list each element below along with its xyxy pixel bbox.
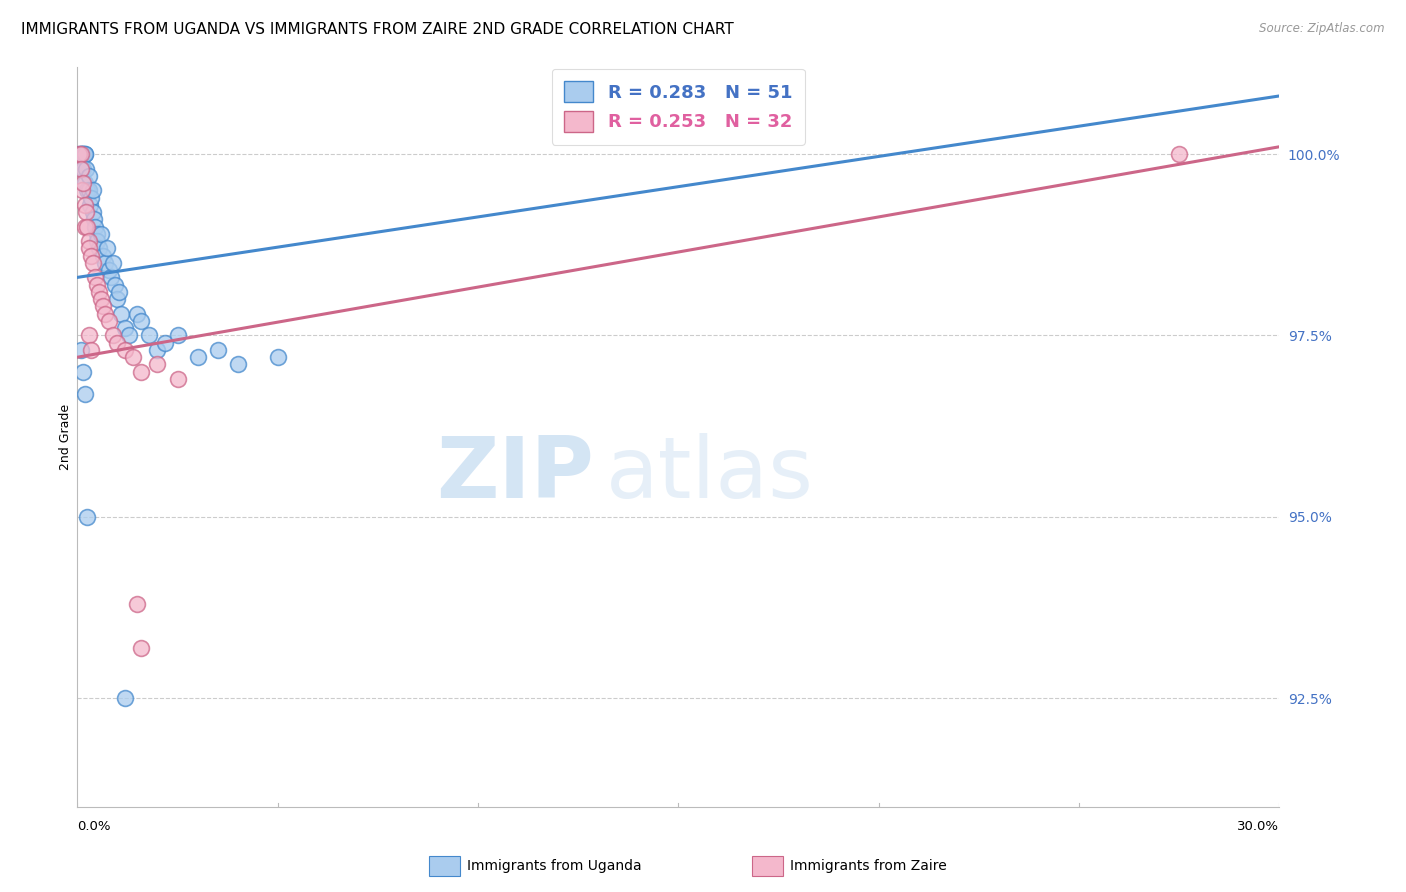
Point	[166, 328, 188, 343]
Text: Immigrants from Zaire: Immigrants from Zaire	[790, 859, 946, 873]
Point	[72, 176, 94, 190]
Text: IMMIGRANTS FROM UGANDA VS IMMIGRANTS FROM ZAIRE 2ND GRADE CORRELATION CHART: IMMIGRANTS FROM UGANDA VS IMMIGRANTS FRO…	[21, 22, 734, 37]
Point	[86, 227, 108, 241]
Point	[80, 343, 103, 357]
Point	[131, 365, 153, 379]
Point	[114, 321, 136, 335]
Point	[107, 292, 129, 306]
Point	[75, 219, 97, 234]
Point	[75, 147, 97, 161]
Point	[127, 597, 149, 611]
Point	[90, 227, 112, 241]
Point	[89, 285, 111, 299]
Point	[86, 277, 108, 292]
Point	[75, 176, 97, 190]
Point	[69, 147, 91, 161]
Point	[131, 640, 153, 655]
Point	[70, 147, 93, 161]
Point	[1168, 147, 1191, 161]
Point	[84, 219, 107, 234]
Text: atlas: atlas	[606, 433, 814, 516]
Point	[98, 263, 121, 277]
Point	[108, 285, 131, 299]
Point	[73, 198, 96, 212]
Point	[207, 343, 229, 357]
Point	[110, 307, 132, 321]
Point	[118, 328, 141, 343]
Point	[79, 241, 101, 255]
Text: ZIP: ZIP	[436, 433, 595, 516]
Point	[84, 270, 107, 285]
Text: 0.0%: 0.0%	[77, 821, 111, 833]
Point	[138, 328, 160, 343]
Point	[70, 161, 93, 176]
Point	[146, 358, 169, 372]
Point	[76, 510, 98, 524]
Point	[70, 147, 93, 161]
Point	[79, 183, 101, 197]
Point	[82, 256, 104, 270]
Y-axis label: 2nd Grade: 2nd Grade	[59, 404, 72, 470]
Point	[127, 307, 149, 321]
Point	[79, 328, 101, 343]
Point	[100, 270, 122, 285]
Point	[83, 212, 105, 227]
Point	[122, 350, 145, 364]
Legend: R = 0.283   N = 51, R = 0.253   N = 32: R = 0.283 N = 51, R = 0.253 N = 32	[551, 69, 806, 145]
Point	[98, 314, 121, 328]
Point	[93, 249, 115, 263]
Point	[114, 343, 136, 357]
Point	[76, 183, 98, 197]
Point	[70, 183, 93, 197]
Point	[94, 256, 117, 270]
Point	[107, 335, 129, 350]
Text: Immigrants from Uganda: Immigrants from Uganda	[467, 859, 641, 873]
Point	[72, 147, 94, 161]
Point	[80, 249, 103, 263]
Point	[103, 328, 125, 343]
Text: 30.0%: 30.0%	[1237, 821, 1279, 833]
Point	[72, 147, 94, 161]
Point	[77, 234, 100, 248]
Text: Source: ZipAtlas.com: Source: ZipAtlas.com	[1260, 22, 1385, 36]
Point	[82, 205, 104, 219]
Point	[155, 335, 177, 350]
Point	[73, 147, 96, 161]
Point	[90, 292, 112, 306]
Point	[166, 372, 188, 386]
Point	[72, 161, 94, 176]
Point	[75, 386, 97, 401]
Point	[103, 256, 125, 270]
Point	[226, 358, 249, 372]
Point	[79, 198, 101, 212]
Point	[80, 190, 103, 204]
Point	[72, 365, 94, 379]
Point	[89, 241, 111, 255]
Point	[267, 350, 290, 364]
Point	[67, 147, 90, 161]
Point	[77, 169, 100, 183]
Point	[75, 161, 97, 176]
Point	[67, 147, 90, 161]
Point	[94, 307, 117, 321]
Point	[86, 234, 108, 248]
Point	[93, 300, 115, 314]
Point	[146, 343, 169, 357]
Point	[131, 314, 153, 328]
Point	[114, 691, 136, 706]
Point	[70, 343, 93, 357]
Point	[96, 241, 118, 255]
Point	[69, 147, 91, 161]
Point	[104, 277, 127, 292]
Point	[75, 205, 97, 219]
Point	[82, 183, 104, 197]
Point	[187, 350, 209, 364]
Point	[76, 219, 98, 234]
